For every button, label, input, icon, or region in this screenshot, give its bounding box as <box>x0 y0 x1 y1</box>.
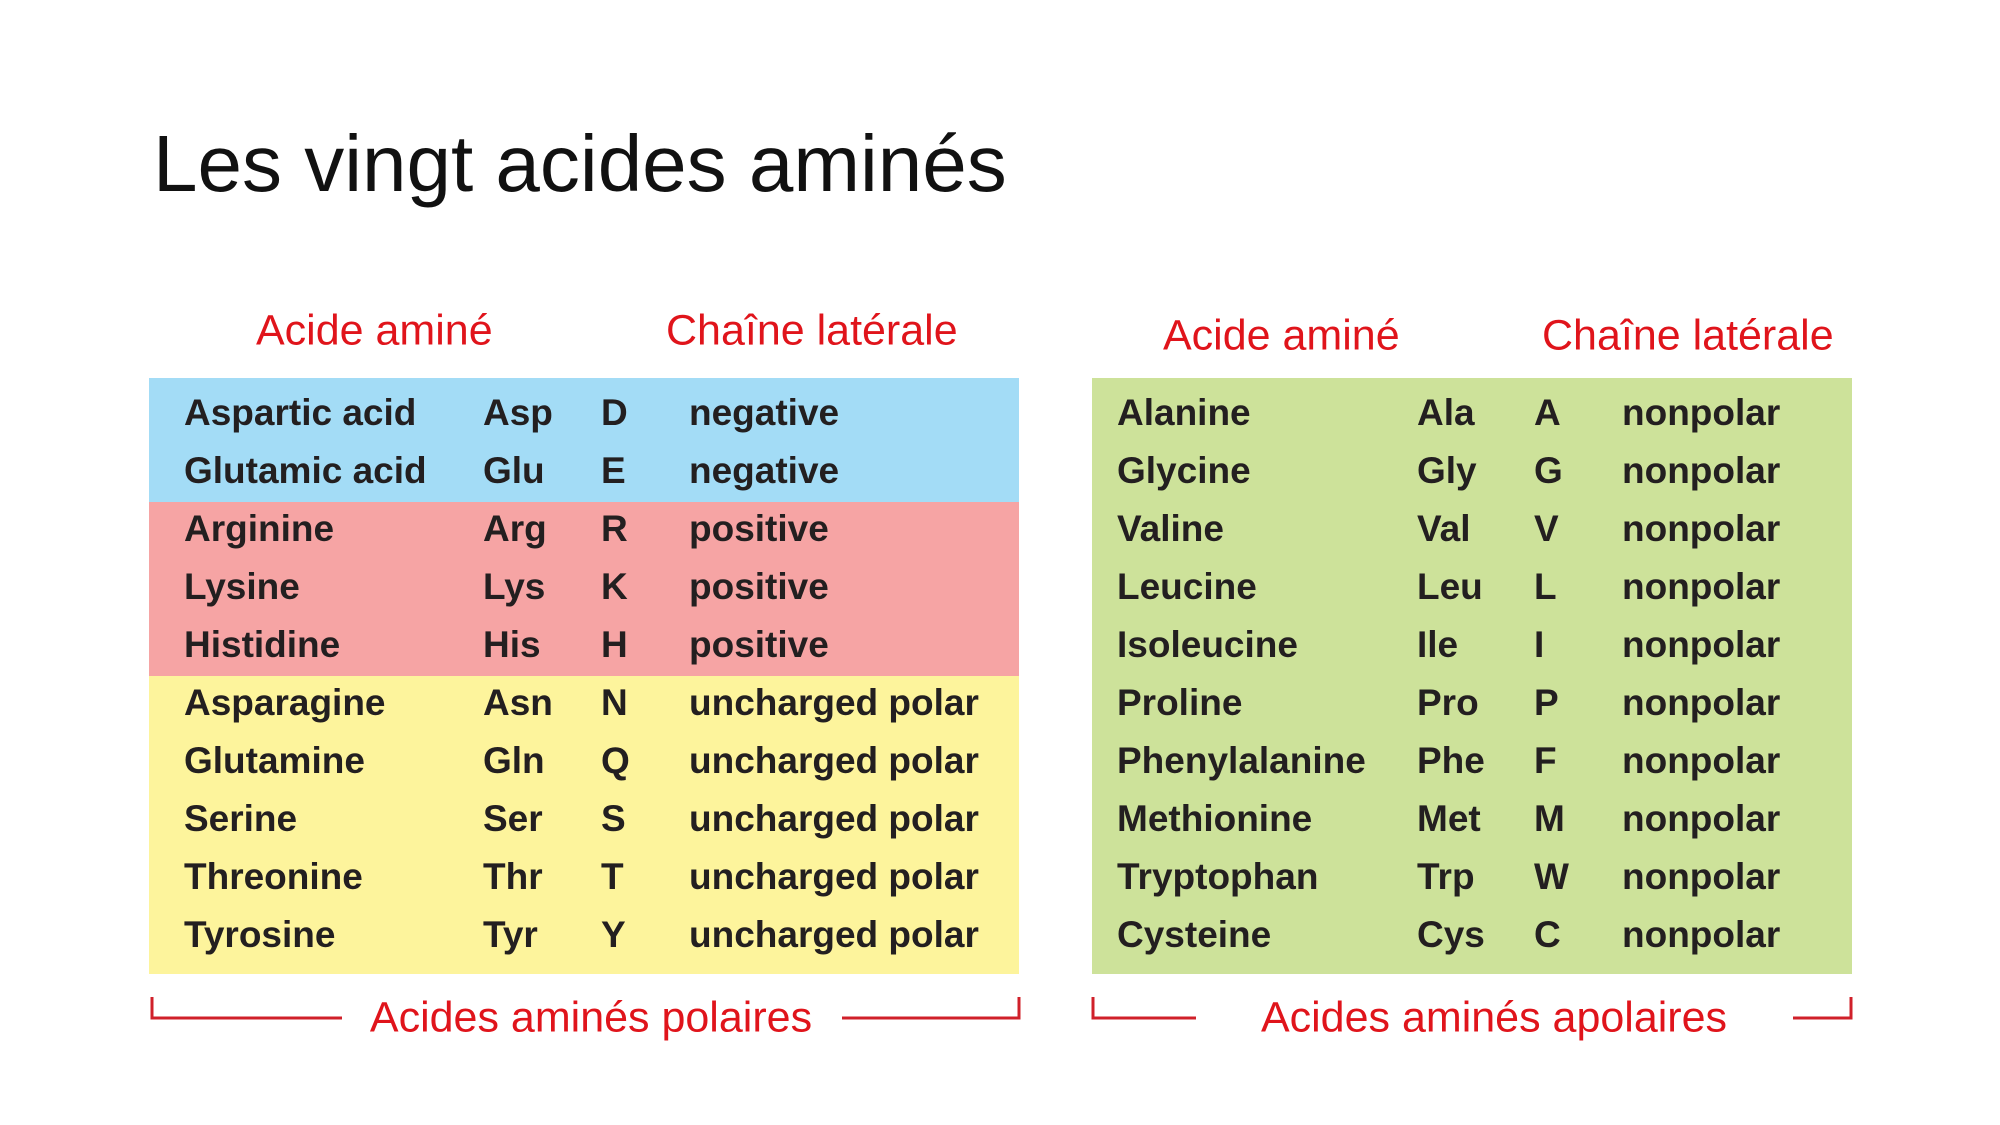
table-cell: A <box>1534 392 1561 433</box>
table-cell: uncharged polar <box>689 856 979 897</box>
column-header: Chaîne latérale <box>1542 311 1834 359</box>
table-cell: I <box>1534 624 1544 665</box>
table-cell: nonpolar <box>1622 450 1780 491</box>
bracket <box>150 997 342 1020</box>
table-cell: uncharged polar <box>689 740 979 781</box>
table-cell: Val <box>1417 508 1471 549</box>
row-group <box>1092 378 1852 974</box>
table-cell: Alanine <box>1117 392 1251 433</box>
table-cell: C <box>1534 914 1561 955</box>
row-group <box>149 502 1019 676</box>
table-cell: Arginine <box>184 508 334 549</box>
table-cell: His <box>483 624 541 665</box>
table-cell: Asparagine <box>184 682 386 723</box>
table-cell: Histidine <box>184 624 340 665</box>
table-cell: nonpolar <box>1622 856 1780 897</box>
table-cell: Ala <box>1417 392 1475 433</box>
table-cell: uncharged polar <box>689 682 979 723</box>
table-cell: M <box>1534 798 1565 839</box>
table-cell: positive <box>689 508 829 549</box>
table-cell: Ser <box>483 798 543 839</box>
table-cell: nonpolar <box>1622 682 1780 723</box>
table-cell: Y <box>601 914 626 955</box>
table-cell: Trp <box>1417 856 1475 897</box>
table-cell: N <box>601 682 628 723</box>
row-group <box>149 378 1019 502</box>
table-cell: Lys <box>483 566 545 607</box>
bracket <box>1793 997 1853 1020</box>
table-cell: Asn <box>483 682 553 723</box>
table-cell: nonpolar <box>1622 624 1780 665</box>
table-cell: Thr <box>483 856 543 897</box>
table-cell: Pro <box>1417 682 1479 723</box>
table-cell: H <box>601 624 628 665</box>
table-cell: E <box>601 450 626 491</box>
table-footer: Acides aminés apolaires <box>1261 993 1727 1041</box>
slide-title: Les vingt acides aminés <box>153 119 1007 208</box>
table-cell: R <box>601 508 628 549</box>
table-cell: Proline <box>1117 682 1242 723</box>
table-cell: Leu <box>1417 566 1483 607</box>
table-cell: negative <box>689 392 839 433</box>
table-cell: Tyrosine <box>184 914 335 955</box>
table-cell: uncharged polar <box>689 798 979 839</box>
table-cell: nonpolar <box>1622 508 1780 549</box>
table-cell: positive <box>689 566 829 607</box>
table-cell: D <box>601 392 628 433</box>
table-cell: Aspartic acid <box>184 392 416 433</box>
table-cell: Leucine <box>1117 566 1257 607</box>
table-cell: Glutamic acid <box>184 450 427 491</box>
column-header: Acide aminé <box>256 306 493 354</box>
table-cell: Glutamine <box>184 740 365 781</box>
table-cell: Ile <box>1417 624 1458 665</box>
table-cell: Q <box>601 740 630 781</box>
table-cell: G <box>1534 450 1563 491</box>
row-group <box>149 676 1019 974</box>
table-cell: P <box>1534 682 1559 723</box>
table-cell: Methionine <box>1117 798 1312 839</box>
table-cell: nonpolar <box>1622 392 1780 433</box>
table-cell: V <box>1534 508 1559 549</box>
column-header: Acide aminé <box>1163 311 1400 359</box>
table-cell: Asp <box>483 392 553 433</box>
table-cell: Tryptophan <box>1117 856 1318 897</box>
table-footer: Acides aminés polaires <box>370 993 812 1041</box>
table-cell: Isoleucine <box>1117 624 1298 665</box>
table-cell: positive <box>689 624 829 665</box>
table-cell: Valine <box>1117 508 1224 549</box>
table-cell: uncharged polar <box>689 914 979 955</box>
table-cell: negative <box>689 450 839 491</box>
table-cell: Glu <box>483 450 545 491</box>
table-cell: Cysteine <box>1117 914 1271 955</box>
table-cell: Lysine <box>184 566 300 607</box>
column-header: Chaîne latérale <box>666 306 958 354</box>
table-cell: Phenylalanine <box>1117 740 1366 781</box>
table-cell: Threonine <box>184 856 363 897</box>
table-cell: Arg <box>483 508 547 549</box>
table-cell: nonpolar <box>1622 798 1780 839</box>
table-cell: Cys <box>1417 914 1485 955</box>
table-cell: W <box>1534 856 1569 897</box>
table-cell: F <box>1534 740 1557 781</box>
table-cell: Gln <box>483 740 545 781</box>
table-cell: Tyr <box>483 914 538 955</box>
table-cell: L <box>1534 566 1557 607</box>
table-cell: Gly <box>1417 450 1477 491</box>
bracket <box>1091 997 1196 1020</box>
table-cell: Phe <box>1417 740 1485 781</box>
table-cell: Glycine <box>1117 450 1251 491</box>
bracket <box>842 997 1021 1020</box>
table-cell: Met <box>1417 798 1481 839</box>
table-cell: nonpolar <box>1622 566 1780 607</box>
table-cell: nonpolar <box>1622 740 1780 781</box>
table-cell: nonpolar <box>1622 914 1780 955</box>
table-cell: Serine <box>184 798 297 839</box>
table-cell: K <box>601 566 628 607</box>
table-cell: T <box>601 856 624 897</box>
table-cell: S <box>601 798 626 839</box>
